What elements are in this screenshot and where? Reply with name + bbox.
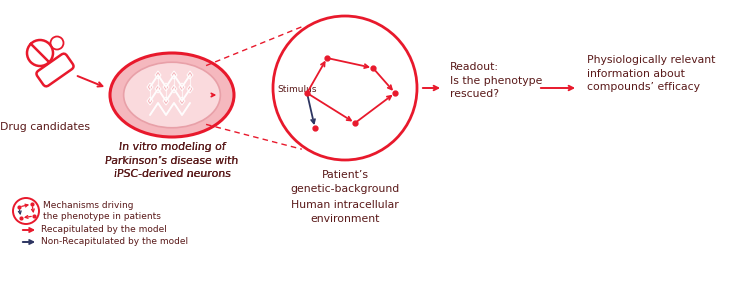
Text: Readout:
Is the phenotype
rescued?: Readout: Is the phenotype rescued? — [450, 62, 542, 99]
Polygon shape — [187, 71, 193, 79]
Text: Recapitulated by the model: Recapitulated by the model — [41, 226, 166, 235]
Text: Human intracellular
environment: Human intracellular environment — [291, 200, 399, 224]
Polygon shape — [163, 83, 169, 91]
Ellipse shape — [110, 53, 234, 137]
Polygon shape — [147, 83, 153, 91]
Polygon shape — [163, 97, 169, 105]
Ellipse shape — [124, 62, 220, 128]
Polygon shape — [155, 85, 161, 93]
Text: Stimulus: Stimulus — [277, 85, 316, 95]
Text: Non-Recapitulated by the model: Non-Recapitulated by the model — [41, 237, 188, 246]
Text: Physiologically relevant
information about
compounds’ efficacy: Physiologically relevant information abo… — [587, 55, 716, 92]
Polygon shape — [187, 85, 193, 93]
Text: In vitro modeling of
Parkinson’s disease with
iPSC-derived neurons: In vitro modeling of Parkinson’s disease… — [105, 142, 238, 179]
Polygon shape — [155, 71, 161, 79]
Text: Mechanisms driving
the phenotype in patients: Mechanisms driving the phenotype in pati… — [43, 201, 160, 221]
Text: Drug candidates: Drug candidates — [0, 122, 90, 132]
Polygon shape — [179, 83, 185, 91]
Text: Patient’s
genetic-background: Patient’s genetic-background — [290, 170, 400, 194]
Polygon shape — [171, 71, 177, 79]
Polygon shape — [171, 85, 177, 93]
Text: In vitro modeling of
Parkinson’s disease with
iPSC-derived neurons: In vitro modeling of Parkinson’s disease… — [105, 142, 238, 179]
Polygon shape — [147, 97, 153, 105]
Polygon shape — [179, 97, 185, 105]
